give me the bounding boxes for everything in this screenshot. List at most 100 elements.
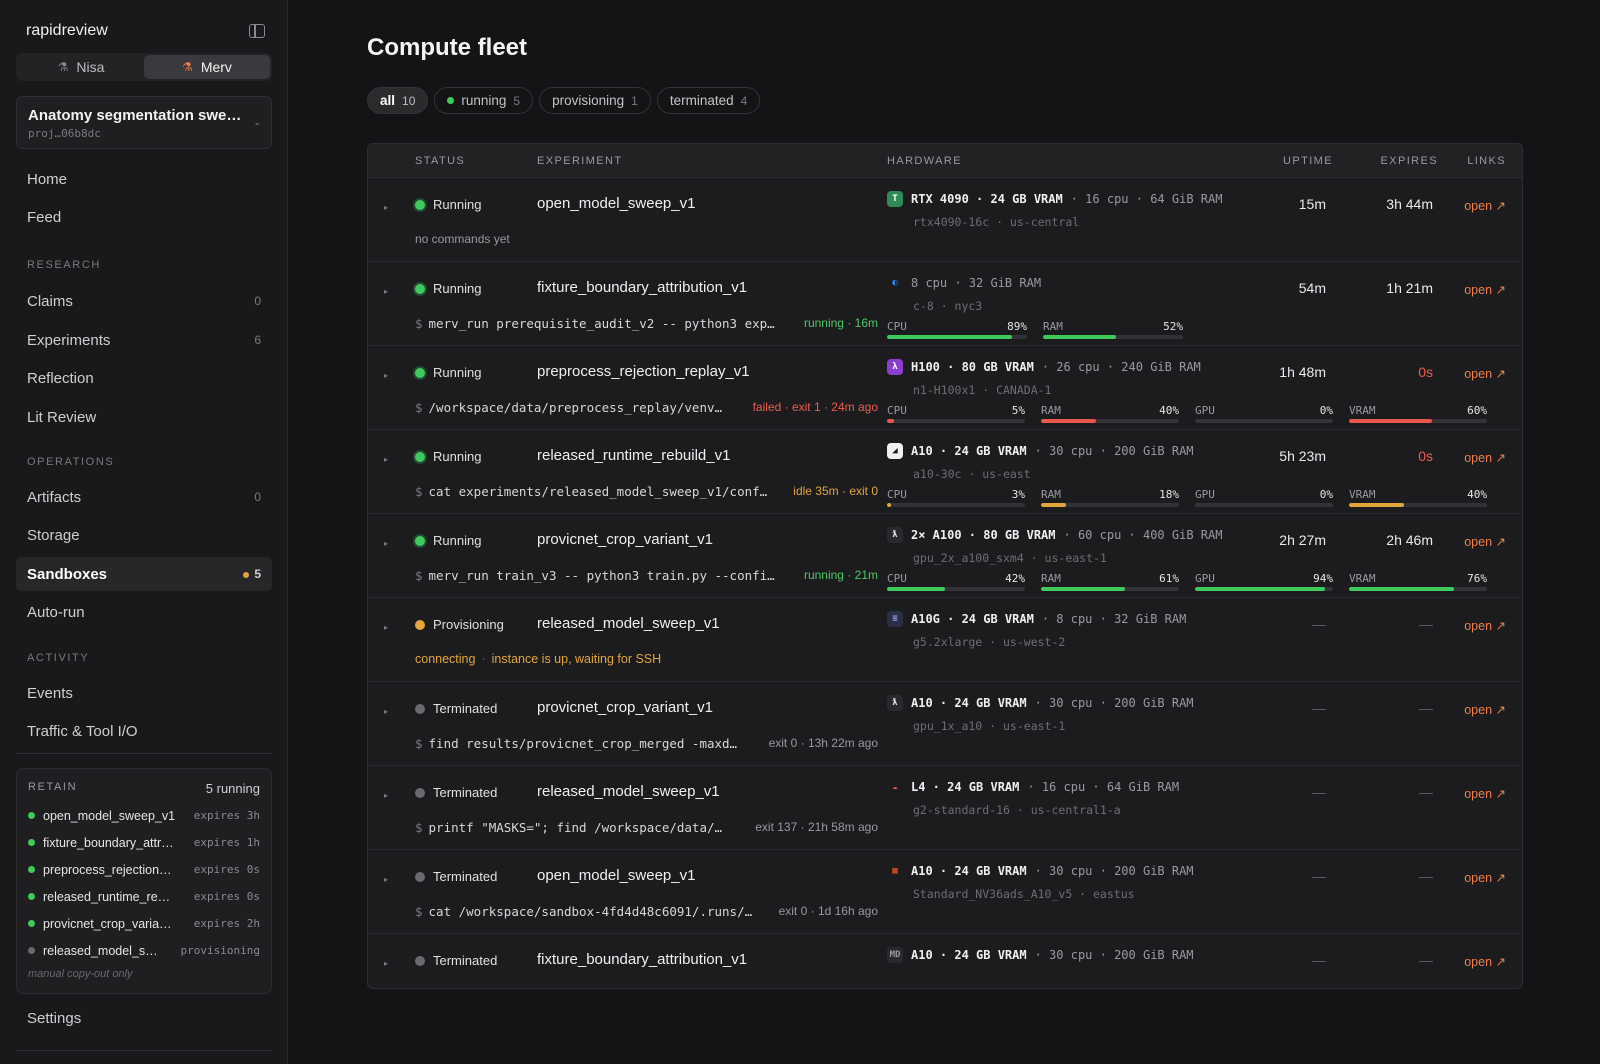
expand-icon[interactable]: ▸ — [384, 707, 389, 716]
command-meta: exit 137 · 21h 58m ago — [755, 820, 878, 834]
retain-item[interactable]: released_runtime_re… expires 0s — [28, 883, 260, 910]
prompt-icon: $ — [415, 484, 423, 499]
uptime-value: 5h 23m — [1279, 448, 1326, 464]
project-name: Anatomy segmentation swe… — [28, 107, 242, 124]
nav-item-lit-review[interactable]: Lit Review — [16, 400, 272, 434]
retain-item-expires: expires 1h — [193, 836, 260, 849]
last-command: $ cat experiments/released_model_sweep_v1… — [415, 484, 878, 499]
col-hardware[interactable]: HARDWARE — [887, 155, 962, 167]
expand-icon[interactable]: ▸ — [384, 455, 389, 464]
hardware-specs: · 8 cpu · 32 GiB RAM — [1041, 612, 1187, 626]
expand-icon[interactable]: ▸ — [384, 203, 389, 212]
hardware-gpu: L4 · 24 GB VRAM — [911, 780, 1020, 794]
experiment-name[interactable]: fixture_boundary_attribution_v1 — [537, 279, 748, 296]
nav-item-home[interactable]: Home — [16, 162, 272, 196]
open-link[interactable]: open ↗ — [1464, 703, 1506, 717]
expand-icon[interactable]: ▸ — [384, 959, 389, 968]
table-row[interactable]: ▸ Terminated released_model_sweep_v1 $ print… — [368, 766, 1522, 850]
table-row[interactable]: ▸ Running fixture_boundary_attribution_v1 $… — [368, 262, 1522, 346]
experiment-name[interactable]: provicnet_crop_variant_v1 — [537, 531, 713, 548]
expand-icon[interactable]: ▸ — [384, 875, 389, 884]
status-dot — [415, 367, 425, 378]
expand-icon[interactable]: ▸ — [384, 371, 389, 380]
nav-item-artifacts[interactable]: Artifacts 0 — [16, 480, 272, 514]
usage-meter-cpu: CPU 3% — [887, 488, 1025, 507]
table-row[interactable]: ▸ Terminated provicnet_crop_variant_v1 $ fin… — [368, 682, 1522, 766]
open-link[interactable]: open ↗ — [1464, 367, 1506, 381]
command-text: $ printf "MASKS="; find /workspace/data/… — [415, 820, 722, 835]
filter-count: 4 — [740, 93, 748, 108]
filter-terminated[interactable]: terminated 4 — [656, 87, 761, 114]
experiment-name[interactable]: preprocess_rejection_replay_v1 — [537, 363, 750, 380]
nav-item-storage[interactable]: Storage — [16, 518, 272, 552]
status-cell: Provisioning — [415, 617, 504, 632]
open-link[interactable]: open ↗ — [1464, 535, 1506, 549]
nav-count: 6 — [254, 333, 261, 347]
nav-item-settings[interactable]: Settings — [16, 1001, 272, 1035]
sidebar-toggle-icon[interactable] — [249, 24, 265, 38]
col-status[interactable]: STATUS — [415, 155, 466, 167]
col-links: LINKS — [1467, 155, 1506, 167]
command-value: merv_run train_v3 -- python3 train.py --… — [428, 568, 775, 583]
table-row[interactable]: ▸ Terminated fixture_boundary_attribution_… — [368, 934, 1522, 988]
expand-icon[interactable]: ▸ — [384, 539, 389, 548]
table-row[interactable]: ▸ Running open_model_sweep_v1 no commands y… — [368, 178, 1522, 262]
user-button-nisa[interactable]: ⚗ Nisa — [18, 55, 144, 79]
open-link[interactable]: open ↗ — [1464, 619, 1506, 633]
experiment-name[interactable]: provicnet_crop_variant_v1 — [537, 699, 713, 716]
nav-item-experiments[interactable]: Experiments 6 — [16, 323, 272, 357]
col-experiment[interactable]: EXPERIMENT — [537, 155, 623, 167]
section-label-research: RESEARCH — [27, 259, 101, 271]
meter-label: RAM — [1041, 404, 1061, 417]
table-row[interactable]: ▸ Provisioning released_model_sweep_v1 conn… — [368, 598, 1522, 682]
expand-icon[interactable]: ▸ — [384, 287, 389, 296]
open-link[interactable]: open ↗ — [1464, 955, 1506, 969]
project-selector[interactable]: Anatomy segmentation swe… proj…06b8dc ⌄ — [16, 96, 272, 149]
experiment-name[interactable]: open_model_sweep_v1 — [537, 195, 696, 212]
nav-item-auto-run[interactable]: Auto-run — [16, 595, 272, 629]
table-row[interactable]: ▸ Running preprocess_rejection_replay_v1 $ /… — [368, 346, 1522, 430]
user-label: Merv — [200, 59, 232, 75]
nav-item-traffic-tool-io[interactable]: Traffic & Tool I/O — [16, 714, 272, 748]
open-link[interactable]: open ↗ — [1464, 871, 1506, 885]
col-expires[interactable]: EXPIRES — [1380, 155, 1438, 167]
provider-icon: ◐ — [887, 275, 903, 291]
filter-all[interactable]: all 10 — [367, 87, 429, 114]
open-link[interactable]: open ↗ — [1464, 199, 1506, 213]
retain-item[interactable]: fixture_boundary_attr… expires 1h — [28, 829, 260, 856]
meter-label: GPU — [1195, 488, 1215, 501]
experiment-name[interactable]: open_model_sweep_v1 — [537, 867, 696, 884]
experiment-name[interactable]: released_runtime_rebuild_v1 — [537, 447, 731, 464]
filter-provisioning[interactable]: provisioning 1 — [539, 87, 651, 114]
table-row[interactable]: ▸ Running provicnet_crop_variant_v1 $ merv_r… — [368, 514, 1522, 598]
nav-item-sandboxes[interactable]: Sandboxes 5 — [16, 557, 272, 591]
expand-icon[interactable]: ▸ — [384, 623, 389, 632]
filter-running[interactable]: running 5 — [434, 87, 534, 114]
expand-icon[interactable]: ▸ — [384, 791, 389, 800]
user-button-merv[interactable]: ⚗ Merv — [144, 55, 270, 79]
app-name[interactable]: rapidreview — [26, 22, 108, 39]
experiment-name[interactable]: released_model_sweep_v1 — [537, 783, 720, 800]
retain-item[interactable]: open_model_sweep_v1 expires 3h — [28, 802, 260, 829]
open-link[interactable]: open ↗ — [1464, 451, 1506, 465]
status-label: Running — [433, 449, 482, 464]
nav-item-reflection[interactable]: Reflection — [16, 361, 272, 395]
retain-note: manual copy-out only — [28, 968, 133, 980]
col-uptime[interactable]: UPTIME — [1283, 155, 1333, 167]
command-text: $ cat /workspace/sandbox-4fd4d48c6091/.ru… — [415, 904, 752, 919]
uptime-value: — — [1312, 700, 1326, 716]
hardware-cell: ◢ A10 · 24 GB VRAM · 30 cpu · 200 GiB RAM a… — [887, 443, 1487, 507]
open-link[interactable]: open ↗ — [1464, 283, 1506, 297]
table-row[interactable]: ▸ Running released_runtime_rebuild_v1 $ cat … — [368, 430, 1522, 514]
retain-item[interactable]: preprocess_rejection… expires 0s — [28, 856, 260, 883]
retain-item[interactable]: provicnet_crop_varia… expires 2h — [28, 910, 260, 937]
hardware-gpu: RTX 4090 · 24 GB VRAM — [911, 192, 1063, 206]
retain-item[interactable]: released_model_s… provisioning — [28, 937, 260, 964]
experiment-name[interactable]: fixture_boundary_attribution_v1 — [537, 951, 748, 968]
nav-item-events[interactable]: Events — [16, 676, 272, 710]
open-link[interactable]: open ↗ — [1464, 787, 1506, 801]
experiment-name[interactable]: released_model_sweep_v1 — [537, 615, 720, 632]
nav-item-claims[interactable]: Claims 0 — [16, 284, 272, 318]
table-row[interactable]: ▸ Terminated open_model_sweep_v1 $ cat /work… — [368, 850, 1522, 934]
nav-item-feed[interactable]: Feed — [16, 200, 272, 234]
